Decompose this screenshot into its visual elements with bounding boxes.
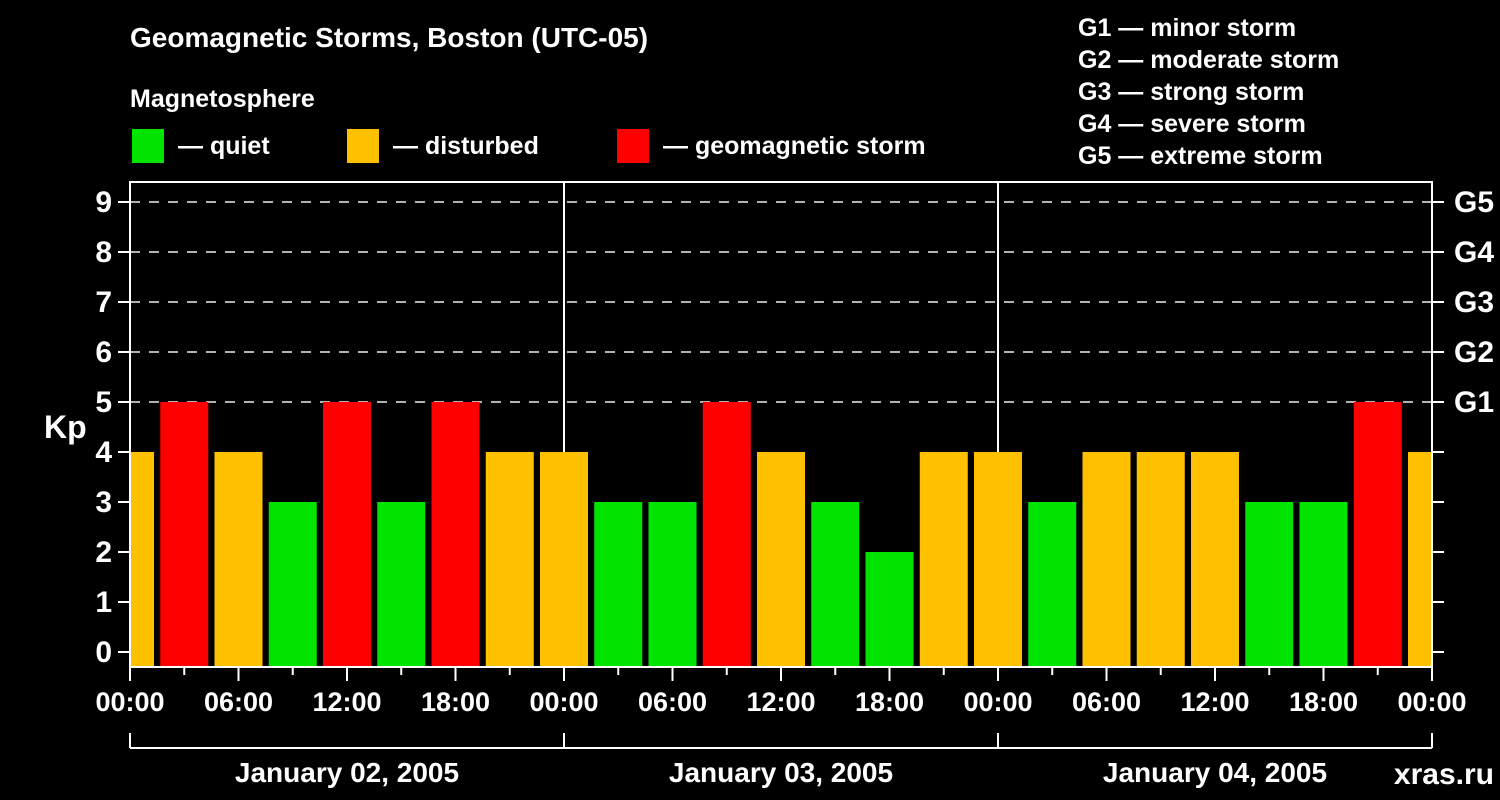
kp-bar [1136,452,1185,667]
g-scale-axis-label: G4 [1454,236,1494,269]
g-scale-axis-label: G5 [1454,186,1494,219]
y-tick-label: 4 [95,436,112,469]
kp-bar [1353,402,1402,667]
g-scale-entry-g1: G1 — minor storm [1078,14,1297,42]
g-scale-axis-label: G3 [1454,286,1494,319]
x-tick-label: 00:00 [95,687,164,717]
kp-bar [757,452,805,667]
x-tick-label: 06:00 [204,687,273,717]
kp-bar [865,552,914,667]
x-tick-label: 12:00 [312,687,381,717]
x-tick-label: 18:00 [1289,687,1358,717]
y-tick-label: 0 [95,636,112,669]
kp-bar [323,402,371,667]
y-tick-label: 5 [95,386,112,419]
x-tick-label: 00:00 [1397,687,1466,717]
g-scale-legend: G1 — minor storm G2 — moderate storm G3 … [1078,12,1339,172]
watermark: xras.ru [1394,758,1494,791]
x-tick-label: 00:00 [529,687,598,717]
kp-bar [1408,452,1432,667]
kp-bar [485,452,534,667]
kp-bar [594,502,643,667]
page-title: Geomagnetic Storms, Boston (UTC-05) [130,22,649,53]
storm-color-swatch [617,129,649,163]
y-axis-title: Kp [44,409,87,445]
g-scale-entry-g2: G2 — moderate storm [1078,46,1340,74]
disturbed-color-swatch [347,129,379,163]
y-tick-label: 3 [95,486,112,519]
kp-bar-chart: 0 1 2 3 4 5 6 7 8 9 G1 G2 G3 G4 G5 Kp 00:00 06:00 12:00 18:… [44,181,1494,791]
x-tick-label: 12:00 [746,687,815,717]
chart-subtitle: Magnetosphere [130,85,315,113]
kp-bar [1191,452,1239,667]
legend-item-storm: — geomagnetic storm [617,128,926,164]
g-scale-entry-g3: G3 — strong storm [1078,78,1305,106]
date-label: January 02, 2005 [235,757,459,788]
legend-item-disturbed: — disturbed [347,128,539,164]
x-tick-label: 12:00 [1180,687,1249,717]
kp-bar [1028,502,1077,667]
date-label: January 03, 2005 [669,757,893,788]
kp-bar [160,402,209,667]
kp-bar [130,452,154,667]
x-tick-label: 06:00 [638,687,707,717]
x-tick-label: 18:00 [421,687,490,717]
legend-label-storm: — geomagnetic storm [663,131,926,160]
kp-bar [919,452,968,667]
y-tick-label: 9 [95,186,112,219]
kp-bar [540,452,588,667]
legend-item-quiet: — quiet [132,128,270,164]
g-scale-axis-label: G2 [1454,336,1494,369]
kp-bar [1082,452,1131,667]
g-scale-entry-g4: G4 — severe storm [1078,110,1306,138]
quiet-color-swatch [132,129,164,163]
y-tick-label: 1 [95,586,112,619]
x-tick-label: 18:00 [855,687,924,717]
kp-bar [377,502,426,667]
y-tick-label: 7 [95,286,112,319]
y-tick-label: 8 [95,236,112,269]
legend-label-disturbed: — disturbed [393,131,539,160]
kp-bar [648,502,697,667]
x-tick-label: 00:00 [963,687,1032,717]
kp-bar [268,502,317,667]
legend-label-quiet: — quiet [178,131,270,160]
kp-bar [974,452,1022,667]
g-scale-axis-label: G1 [1454,386,1494,419]
kp-bar [702,402,751,667]
kp-bar [431,402,480,667]
g-scale-entry-g5: G5 — extreme storm [1078,142,1323,170]
kp-bar [214,452,263,667]
y-tick-label: 6 [95,336,112,369]
kp-bar [1299,502,1348,667]
y-tick-label: 2 [95,536,112,569]
date-label: January 04, 2005 [1103,757,1327,788]
kp-bar [1245,502,1294,667]
kp-bar [811,502,860,667]
x-tick-label: 06:00 [1072,687,1141,717]
